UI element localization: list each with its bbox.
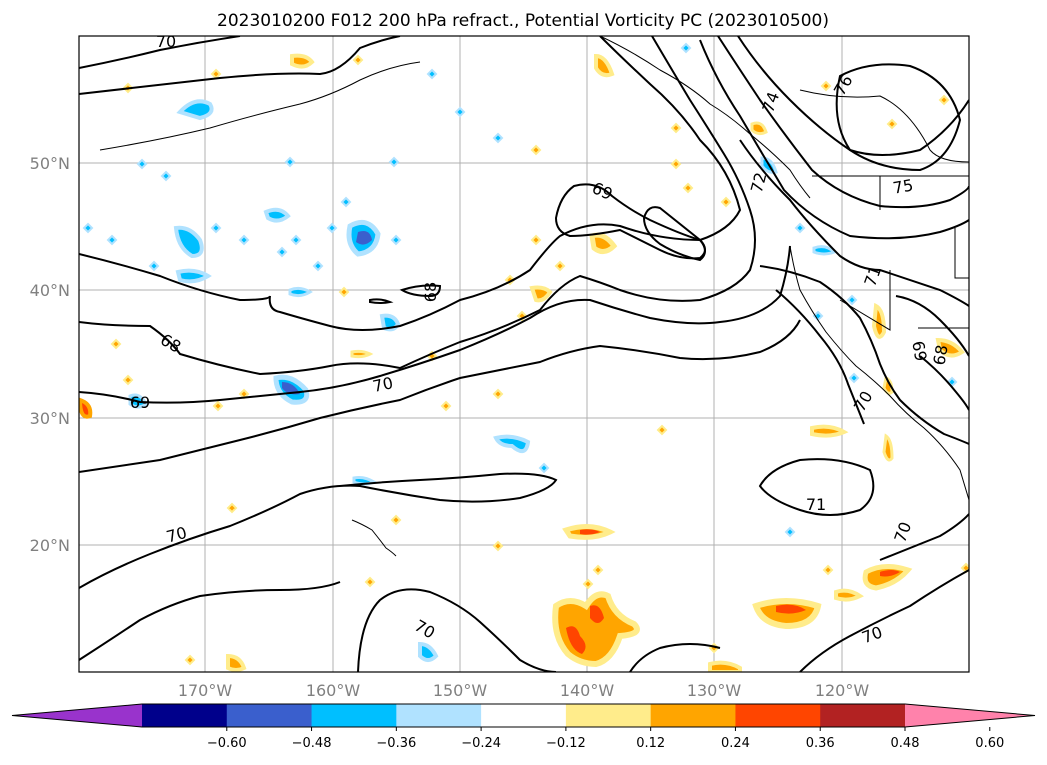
contour-south-b — [629, 643, 721, 672]
map-title: 2023010200 F012 200 hPa refract., Potent… — [217, 11, 829, 31]
colorbar-tick-label: 0.12 — [636, 736, 665, 751]
contour-70-top — [79, 36, 241, 69]
colorbar-extend-min — [12, 704, 142, 727]
contour-70-south-west — [357, 588, 557, 672]
colorbar-segment — [481, 704, 567, 727]
lon-label-150w: 150°W — [433, 681, 488, 700]
contour-tropics-north — [79, 319, 801, 473]
colorbar-tick-label: −0.12 — [546, 736, 586, 751]
aleutian-coast — [99, 61, 421, 151]
colorbar-tick-label: −0.36 — [376, 736, 416, 751]
contour-68-small — [399, 284, 442, 298]
contour-label: 69 — [130, 393, 150, 412]
alaska-bc-coast — [599, 36, 811, 199]
latitude-labels: 50°N 40°N 30°N 20°N — [30, 154, 70, 555]
lat-label-30n: 30°N — [30, 409, 70, 428]
contour-71-coast — [759, 265, 969, 445]
contour-75 — [717, 36, 969, 209]
colorbar-extend-max — [905, 704, 1035, 727]
colorbar-tick-label: 0.24 — [721, 736, 750, 751]
state-borders — [812, 175, 969, 331]
lon-label-130w: 130°W — [687, 681, 742, 700]
contour-north — [79, 36, 401, 95]
us-west-coast — [789, 245, 969, 501]
contour-label: 70 — [164, 523, 189, 547]
hawaii-islands — [351, 519, 397, 557]
contour-70-sw — [79, 472, 558, 589]
contour-70-south — [79, 245, 791, 404]
lon-label-170w: 170°W — [178, 681, 233, 700]
contour-69-east — [895, 295, 969, 357]
contour-70-coast — [775, 289, 865, 425]
contour-label: 72 — [747, 170, 771, 195]
lat-label-20n: 20°N — [30, 536, 70, 555]
colorbar: −0.60 −0.48 −0.36 −0.24 −0.12 0.12 0.24 0.36 0.4… — [11, 703, 1036, 751]
contour-76-closed — [835, 63, 962, 172]
positive-pv-areas — [79, 53, 969, 672]
gridlines — [79, 36, 969, 672]
contour-label: 68 — [421, 282, 440, 302]
contour-south-a — [79, 581, 341, 661]
colorbar-segment — [735, 704, 821, 727]
contour-68-east — [919, 355, 969, 411]
contour-68-tiny — [369, 298, 394, 304]
contour-main-trough — [79, 36, 742, 331]
map-panel: 70 69 68 70 69 70 70 71 70 68 74 76 75 7… — [30, 32, 970, 700]
lon-label-140w: 140°W — [560, 681, 615, 700]
colorbar-tick-label: 0.48 — [891, 736, 920, 751]
colorbar-segment — [226, 704, 313, 727]
lon-label-120w: 120°W — [815, 681, 870, 700]
lat-label-40n: 40°N — [30, 281, 70, 300]
colorbar-tick-label: −0.60 — [207, 736, 247, 751]
map-frame — [78, 35, 970, 673]
colorbar-segment — [311, 704, 397, 727]
contour-label: 70 — [371, 373, 395, 396]
colorbar-tick-label: 0.60 — [975, 736, 1004, 751]
colorbar-segment — [396, 704, 482, 727]
colorbar-tick-label: −0.24 — [461, 736, 501, 751]
contour-71 — [799, 569, 969, 672]
lon-label-160w: 160°W — [306, 681, 361, 700]
contour-label: 68 — [929, 343, 951, 366]
contour-label: 71 — [806, 495, 826, 514]
longitude-labels: 170°W 160°W 150°W 140°W 130°W 120°W — [178, 681, 870, 700]
contour-label: 75 — [891, 175, 914, 197]
contour-69-inner — [642, 206, 706, 262]
contour-70-mid — [79, 36, 756, 376]
lat-label-50n: 50°N — [30, 154, 70, 173]
contour-label: 69 — [908, 339, 930, 362]
refractivity-contours — [79, 36, 969, 672]
map-background — [79, 36, 969, 672]
colorbar-segment — [820, 704, 906, 727]
colorbar-segment — [650, 704, 736, 727]
contour-70-ring — [758, 458, 875, 516]
contour-72 — [739, 139, 969, 307]
contour-74 — [699, 39, 969, 240]
colorbar-tick-label: −0.48 — [292, 736, 332, 751]
colorbar-outline — [11, 703, 1036, 728]
colorbar-tick-label: 0.36 — [806, 736, 835, 751]
contour-label: 70 — [156, 32, 176, 51]
contour-70-east — [879, 513, 969, 561]
colorbar-segment — [142, 704, 228, 727]
colorbar-segment — [565, 704, 652, 727]
